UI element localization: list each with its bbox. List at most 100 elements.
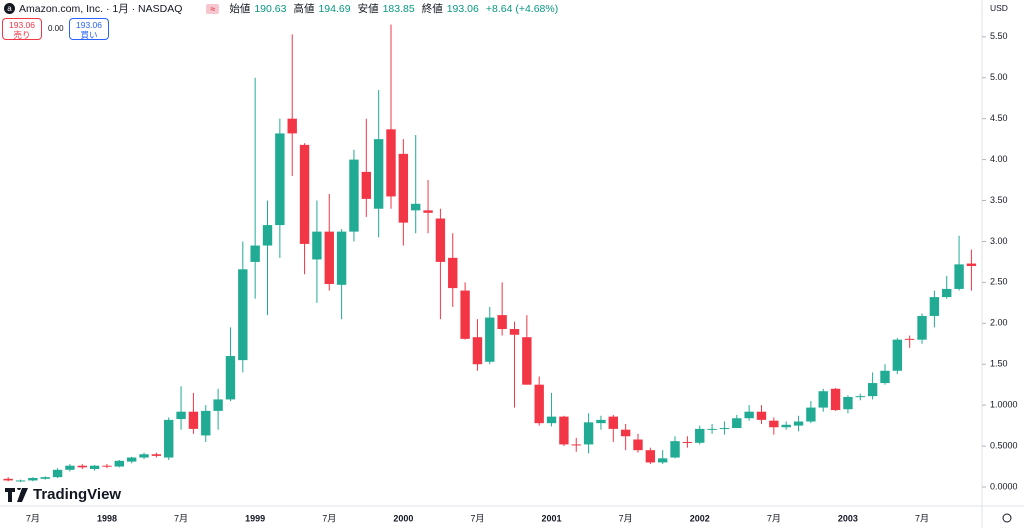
y-tick-label: 2.50 [990, 277, 1008, 287]
close-value: 193.06 [446, 2, 479, 15]
x-tick-label: 1998 [97, 513, 117, 523]
y-tick-label: 5.00 [990, 72, 1008, 82]
candle-body [571, 444, 581, 446]
candle-body [534, 384, 544, 424]
candle-body [880, 370, 890, 384]
x-tick-label: 2000 [393, 513, 413, 523]
candle-body [892, 339, 903, 371]
sell-button[interactable]: 193.06 売り [2, 18, 42, 40]
brand-name: TradingView [33, 486, 122, 503]
settings-icon[interactable] [1002, 513, 1012, 523]
symbol-logo: a [4, 3, 15, 14]
candle-body [349, 159, 359, 232]
candle-body [40, 477, 50, 479]
candle-body [596, 419, 606, 424]
candle-body [188, 411, 199, 429]
high-value: 194.69 [318, 2, 351, 15]
x-tick-label: 7月 [174, 513, 188, 523]
candle-body [151, 454, 162, 456]
candle-body [917, 315, 927, 340]
x-tick-label: 7月 [26, 513, 40, 523]
candle-body [448, 257, 458, 289]
legend-header: a Amazon.com, Inc. · 1月 · NASDAQ ≈ 始値 190… [4, 1, 561, 16]
candle-body [176, 411, 186, 420]
candle-body [583, 422, 594, 445]
y-tick-label: 4.50 [990, 113, 1008, 123]
candle-body [275, 133, 285, 226]
x-tick-label: 7月 [322, 513, 336, 523]
candle-body [633, 439, 643, 451]
buy-button[interactable]: 193.06 買い [69, 18, 109, 40]
candle-body [608, 416, 618, 429]
candle-body [126, 457, 137, 462]
candle-body [769, 420, 779, 428]
candle-body [373, 139, 384, 209]
candle-body [620, 429, 631, 437]
y-tick-label: 0.5000 [990, 440, 1018, 450]
candle-body [386, 129, 396, 197]
candle-body [213, 399, 223, 411]
candle-body [522, 337, 532, 385]
y-tick-label: 2.00 [990, 318, 1008, 328]
candle-body [89, 465, 100, 469]
candle-body [818, 391, 828, 408]
candle-body [299, 144, 310, 244]
candle-body [324, 231, 334, 285]
x-tick-label: 2001 [542, 513, 562, 523]
buy-label: 買い [80, 30, 98, 40]
candle-body [336, 231, 347, 285]
brand: TradingView [5, 486, 121, 503]
open-value: 190.63 [254, 2, 287, 15]
candle-body [843, 396, 853, 410]
candle-body [28, 477, 38, 481]
candle-body [645, 450, 656, 463]
candle-body [139, 454, 149, 458]
candle-body [3, 478, 13, 481]
x-tick-label: 1999 [245, 513, 265, 523]
candle-body [781, 424, 791, 428]
x-tick-label: 7月 [619, 513, 633, 523]
candle-body [164, 419, 174, 458]
candle-body [238, 269, 248, 361]
y-tick-label: 1.50 [990, 359, 1008, 369]
candle-body [77, 465, 87, 468]
candle-body [65, 465, 75, 470]
candle-body [472, 337, 483, 365]
y-tick-label: 5.50 [990, 31, 1008, 41]
candle-body [707, 428, 717, 430]
y-tick-label: 0.0000 [990, 481, 1018, 491]
candle-body [682, 441, 693, 443]
candle-body [559, 416, 569, 445]
candle-body [732, 418, 742, 429]
x-tick-label: 2002 [690, 513, 710, 523]
high-label: 高値 [293, 3, 315, 15]
candle-body [287, 118, 297, 134]
open-label: 始値 [229, 3, 251, 15]
candle-body [312, 231, 322, 260]
candle-body [793, 421, 804, 426]
candle-body [423, 210, 433, 213]
badge[interactable]: ≈ [206, 3, 220, 14]
candle-body [855, 396, 865, 398]
candle-body [942, 288, 952, 298]
brand-icon [5, 487, 28, 502]
x-tick-label: 7月 [915, 513, 929, 523]
candle-body [435, 218, 446, 262]
candle-body [509, 329, 520, 335]
candle-body [114, 460, 125, 467]
candle-body [52, 469, 63, 478]
candle-body [250, 245, 260, 262]
change: +8.64 (+4.68%) [485, 2, 559, 15]
candle-body [744, 411, 754, 419]
candle-body [966, 263, 977, 267]
low-value: 183.85 [382, 2, 415, 15]
currency[interactable]: USD [990, 3, 1008, 13]
symbol: Amazon.com, Inc. · 1月 · NASDAQ [19, 3, 183, 15]
candle-body [411, 203, 421, 211]
candle-body [497, 315, 507, 330]
candle-body [361, 171, 371, 199]
x-tick-label: 7月 [767, 513, 781, 523]
candle-body [670, 441, 680, 458]
